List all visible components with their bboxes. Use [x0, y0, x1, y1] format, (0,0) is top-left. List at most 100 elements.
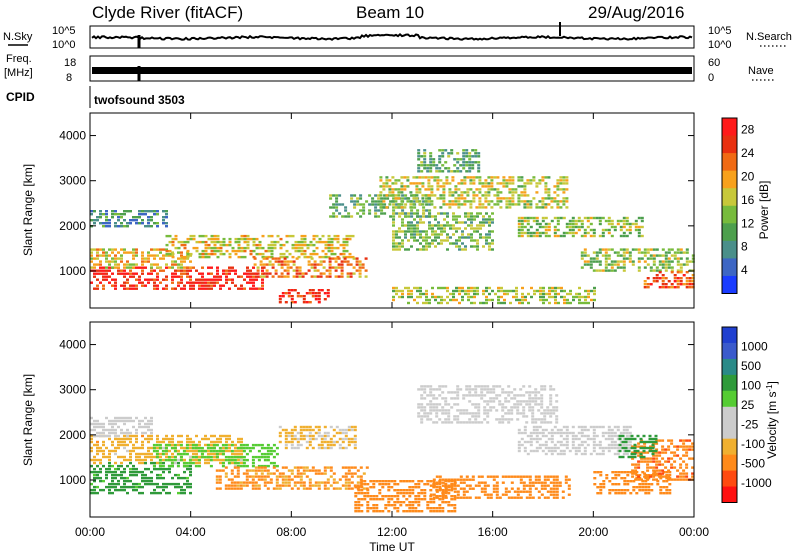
- heatmap-cell: [640, 478, 644, 481]
- heatmap-cell: [604, 263, 608, 266]
- heatmap-cell: [161, 452, 165, 456]
- heatmap-cell: [589, 257, 593, 260]
- heatmap-cell: [174, 234, 178, 238]
- heatmap-cell: [114, 248, 117, 251]
- heatmap-cell: [365, 200, 369, 203]
- heatmap-cell: [177, 257, 180, 260]
- heatmap-cell: [233, 455, 237, 459]
- heatmap-cell: [420, 388, 424, 391]
- heatmap-cell: [436, 179, 440, 182]
- heatmap-cell: [482, 224, 485, 227]
- heatmap-cell: [661, 274, 665, 277]
- x-tick-label: 08:00: [276, 525, 306, 539]
- heatmap-cell: [117, 455, 120, 459]
- heatmap-cell: [685, 463, 689, 466]
- heatmap-cell: [129, 449, 132, 453]
- heatmap-cell: [457, 197, 461, 200]
- heatmap-cell: [105, 434, 108, 438]
- heatmap-cell: [628, 260, 632, 263]
- heatmap-cell: [218, 478, 222, 481]
- heatmap-cell: [117, 437, 120, 441]
- heatmap-cell: [474, 403, 478, 406]
- heatmap-cell: [447, 510, 451, 513]
- heatmap-cell: [673, 454, 677, 457]
- heatmap-cell: [471, 164, 475, 167]
- heatmap-cell: [129, 272, 132, 275]
- heatmap-cell: [620, 477, 624, 480]
- heatmap-cell: [344, 475, 348, 478]
- heatmap-cell: [231, 249, 235, 253]
- heatmap-cell: [453, 504, 457, 507]
- heatmap-cell: [415, 188, 419, 191]
- heatmap-cell: [540, 400, 544, 403]
- heatmap-cell: [338, 203, 342, 206]
- heatmap-cell: [526, 228, 530, 232]
- heatmap-cell: [105, 216, 108, 219]
- heatmap-cell: [635, 477, 639, 480]
- heatmap-cell: [141, 260, 144, 263]
- heatmap-cell: [364, 269, 368, 272]
- heatmap-cell: [438, 409, 442, 412]
- heatmap-cell: [534, 388, 538, 391]
- heatmap-cell: [396, 510, 400, 513]
- heatmap-cell: [242, 461, 246, 465]
- heatmap-cell: [478, 191, 482, 194]
- heatmap-cell: [453, 418, 457, 421]
- heatmap-cell: [551, 286, 554, 290]
- heatmap-cell: [150, 431, 153, 435]
- heatmap-cell: [542, 292, 545, 296]
- heatmap-cell: [321, 234, 325, 238]
- heatmap-cell: [132, 449, 135, 453]
- heatmap-cell: [141, 284, 144, 287]
- heatmap-cell: [243, 249, 247, 253]
- heatmap-cell: [492, 487, 496, 490]
- heatmap-cell: [265, 257, 269, 260]
- heatmap-cell: [150, 216, 153, 219]
- heatmap-cell: [555, 487, 559, 490]
- heatmap-cell: [312, 243, 316, 247]
- heatmap-cell: [441, 489, 445, 492]
- heatmap-cell: [438, 504, 442, 507]
- heatmap-cell: [180, 254, 183, 257]
- heatmap-cell: [493, 203, 497, 206]
- heatmap-cell: [287, 289, 291, 292]
- heatmap-cell: [688, 448, 692, 451]
- heatmap-cell: [320, 434, 324, 438]
- heatmap-cell: [280, 272, 284, 275]
- heatmap-cell: [646, 283, 650, 286]
- heatmap-cell: [445, 179, 449, 182]
- heatmap-cell: [293, 475, 297, 478]
- heatmap-cell: [240, 255, 244, 259]
- heatmap-cell: [524, 295, 527, 299]
- heatmap-cell: [667, 286, 671, 289]
- heatmap-cell: [486, 409, 490, 412]
- heatmap-cell: [436, 188, 440, 191]
- heatmap-cell: [353, 200, 357, 203]
- heatmap-cell: [96, 443, 99, 447]
- y-tick-label: 2000: [59, 219, 86, 233]
- heatmap-cell: [549, 394, 553, 397]
- heatmap-cell: [254, 455, 258, 459]
- heatmap-cell: [523, 219, 527, 223]
- heatmap-cell: [165, 252, 169, 256]
- heatmap-cell: [599, 489, 603, 492]
- heatmap-cell: [299, 428, 303, 432]
- heatmap-cell: [123, 287, 126, 290]
- heatmap-cell: [216, 249, 220, 253]
- heatmap-cell: [628, 222, 632, 226]
- heatmap-cell: [598, 443, 602, 447]
- heatmap-cell: [111, 272, 114, 275]
- heatmap-cell: [393, 489, 397, 492]
- heatmap-cell: [171, 260, 174, 263]
- heatmap-cell: [189, 252, 193, 256]
- heatmap-cell: [483, 406, 487, 409]
- heatmap-cell: [662, 492, 666, 495]
- heatmap-cell: [404, 248, 407, 251]
- heatmap-cell: [255, 246, 259, 250]
- heatmap-cell: [102, 479, 105, 483]
- heatmap-cell: [470, 286, 473, 290]
- heatmap-cell: [456, 388, 460, 391]
- heatmap-cell: [99, 479, 102, 483]
- heatmap-cell: [261, 269, 264, 272]
- heatmap-cell: [489, 475, 493, 478]
